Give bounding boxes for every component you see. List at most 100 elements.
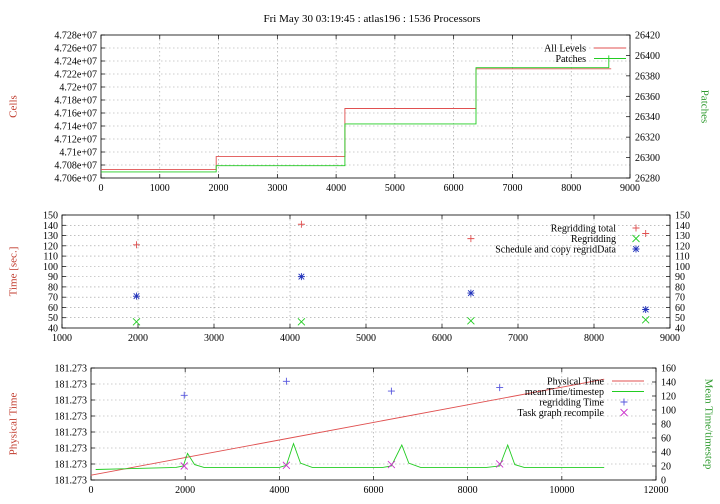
legend-label: Task graph recompile bbox=[518, 408, 605, 419]
legend-marker bbox=[620, 398, 628, 406]
y2-tick-label: 60 bbox=[661, 434, 671, 445]
chart-panel-3: 0 2000 4000 6000 8000 10000 12000 181.273 181.27… bbox=[8, 364, 715, 497]
x-tick-label: 4000 bbox=[326, 183, 346, 194]
x-tick-label: 6000 bbox=[444, 183, 464, 194]
y-tick-label: 4.724e+07 bbox=[54, 57, 97, 68]
x-tick-label: 1000 bbox=[150, 183, 170, 194]
y2-tick-label: 160 bbox=[661, 364, 676, 375]
y2-tick-label: 70 bbox=[675, 293, 685, 304]
y-tick-label: 150 bbox=[43, 211, 58, 222]
y2-tick-label: 140 bbox=[675, 221, 690, 232]
legend-marker bbox=[620, 408, 628, 417]
y-tick-label: 120 bbox=[43, 241, 58, 252]
legend-marker-shape bbox=[620, 398, 628, 406]
y2-axis-label: Patches bbox=[698, 90, 710, 124]
y2-tick-label: 20 bbox=[661, 462, 671, 473]
series-1-point bbox=[467, 235, 475, 243]
x-tick-label: 12000 bbox=[644, 485, 669, 496]
y2-tick-label: 40 bbox=[675, 324, 685, 335]
y2-tick-label: 50 bbox=[675, 313, 685, 324]
x-tick-label: 8000 bbox=[561, 183, 581, 194]
y2-tick-label: 130 bbox=[675, 231, 690, 242]
legend-label: regridding Time bbox=[539, 398, 604, 409]
series-4-point bbox=[180, 462, 189, 470]
y2-tick-label: 110 bbox=[675, 252, 690, 263]
x-tick-label: 4000 bbox=[269, 485, 289, 496]
series-3-point bbox=[467, 289, 475, 297]
y-axis-label: Physical Time bbox=[8, 393, 20, 456]
x-tick-label: 8000 bbox=[584, 333, 604, 344]
y2-tick-label: 40 bbox=[661, 448, 671, 459]
legend-marker-shape bbox=[620, 408, 628, 417]
y2-tick-label: 80 bbox=[661, 420, 671, 431]
series-3-point bbox=[132, 292, 140, 300]
series-4-point bbox=[495, 460, 504, 468]
series-1-point bbox=[297, 220, 305, 228]
x-tick-label: 2000 bbox=[128, 333, 148, 344]
y2-tick-label: 100 bbox=[675, 262, 690, 273]
series-4-point bbox=[387, 460, 396, 469]
x-tick-label: 6000 bbox=[432, 333, 452, 344]
legend-marker bbox=[632, 224, 640, 232]
x-tick-label: 8000 bbox=[458, 485, 478, 496]
series-2-line bbox=[101, 55, 610, 173]
plot-frame bbox=[61, 214, 671, 329]
y-tick-label: 181.273 bbox=[55, 444, 88, 455]
plot-area bbox=[132, 220, 650, 326]
y2-axis-label: Mean Time/timestep bbox=[702, 379, 714, 470]
y-tick-label: 4.728e+07 bbox=[54, 31, 97, 42]
legend-label: Patches bbox=[555, 54, 586, 65]
y-tick-label: 4.71e+07 bbox=[59, 148, 97, 159]
y2-tick-label: 60 bbox=[675, 303, 685, 314]
legend-label: meanTime/timestep bbox=[525, 387, 604, 398]
x-tick-label: 0 bbox=[99, 183, 104, 194]
plot-frame bbox=[100, 34, 631, 179]
plot-area bbox=[101, 55, 612, 173]
series-2-point bbox=[641, 315, 650, 324]
x-tick-label: 3000 bbox=[267, 183, 287, 194]
y-tick-label: 181.273 bbox=[55, 396, 88, 407]
y-tick-label: 110 bbox=[43, 252, 58, 263]
series-1-line bbox=[90, 378, 605, 476]
y2-tick-label: 150 bbox=[675, 211, 690, 222]
series-1-point bbox=[642, 229, 650, 237]
y2-tick-label: 0 bbox=[661, 476, 666, 487]
legend-label: Physical Time bbox=[547, 377, 605, 388]
series-4-point bbox=[282, 461, 291, 470]
y-tick-label: 181.273 bbox=[55, 476, 88, 487]
y2-tick-label: 26320 bbox=[635, 133, 660, 144]
y-tick-label: 4.708e+07 bbox=[54, 161, 97, 172]
series-3-point bbox=[496, 384, 504, 392]
legend-marker-shape bbox=[632, 224, 640, 232]
plot-area bbox=[90, 377, 605, 476]
y-tick-label: 4.72e+07 bbox=[59, 83, 97, 94]
y2-tick-label: 120 bbox=[675, 241, 690, 252]
y-tick-label: 4.722e+07 bbox=[54, 70, 97, 81]
y-tick-label: 4.716e+07 bbox=[54, 109, 97, 120]
series-3-point bbox=[180, 391, 188, 399]
x-tick-label: 10000 bbox=[549, 485, 574, 496]
series-1-point bbox=[132, 241, 140, 249]
x-tick-label: 2000 bbox=[175, 485, 195, 496]
series-3-point bbox=[642, 306, 650, 314]
y-tick-label: 50 bbox=[48, 313, 58, 324]
y-tick-label: 4.706e+07 bbox=[54, 174, 97, 185]
y-tick-label: 4.726e+07 bbox=[54, 44, 97, 55]
y-axis-label: Time [sec.] bbox=[8, 247, 20, 297]
y2-tick-label: 26420 bbox=[635, 31, 660, 42]
series-2-point bbox=[297, 318, 306, 326]
y-tick-label: 4.718e+07 bbox=[54, 96, 97, 107]
y2-tick-label: 26360 bbox=[635, 92, 660, 103]
legend-label: Schedule and copy regridData bbox=[495, 245, 616, 256]
y2-tick-label: 80 bbox=[675, 282, 685, 293]
legend-label: Regridding total bbox=[551, 224, 616, 235]
y-tick-label: 40 bbox=[48, 324, 58, 335]
y-tick-label: 181.273 bbox=[55, 460, 88, 471]
series-3-point bbox=[387, 387, 395, 395]
y-tick-label: 4.714e+07 bbox=[54, 122, 97, 133]
x-tick-label: 5000 bbox=[356, 333, 376, 344]
y-tick-label: 130 bbox=[43, 231, 58, 242]
y-tick-label: 181.273 bbox=[55, 412, 88, 423]
x-tick-label: 5000 bbox=[385, 183, 405, 194]
